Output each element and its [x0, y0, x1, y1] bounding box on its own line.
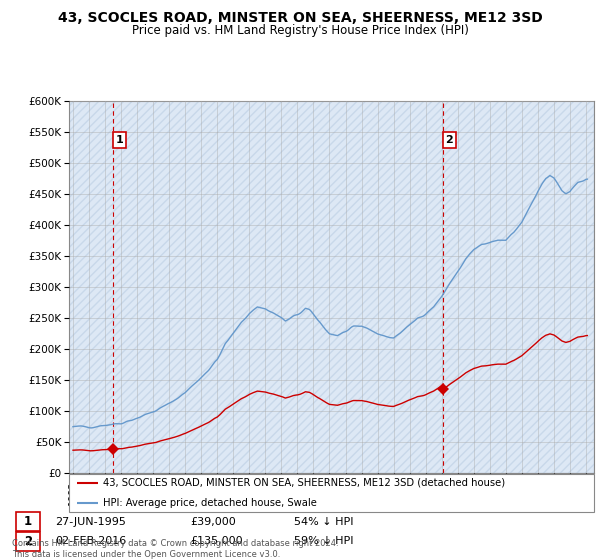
Text: £135,000: £135,000 — [191, 536, 243, 546]
Text: £39,000: £39,000 — [191, 517, 236, 527]
Text: 27-JUN-1995: 27-JUN-1995 — [55, 517, 126, 527]
Text: Contains HM Land Registry data © Crown copyright and database right 2024.
This d: Contains HM Land Registry data © Crown c… — [12, 539, 338, 559]
Bar — [16, 512, 40, 531]
Text: 1: 1 — [115, 135, 123, 145]
Text: 02-FEB-2016: 02-FEB-2016 — [55, 536, 127, 546]
Bar — [16, 531, 40, 550]
Text: Price paid vs. HM Land Registry's House Price Index (HPI): Price paid vs. HM Land Registry's House … — [131, 24, 469, 36]
Text: 2: 2 — [24, 535, 32, 548]
Text: 59% ↓ HPI: 59% ↓ HPI — [294, 536, 354, 546]
Text: 54% ↓ HPI: 54% ↓ HPI — [294, 517, 354, 527]
Text: 1: 1 — [24, 515, 32, 528]
FancyBboxPatch shape — [69, 474, 594, 512]
Text: 43, SCOCLES ROAD, MINSTER ON SEA, SHEERNESS, ME12 3SD (detached house): 43, SCOCLES ROAD, MINSTER ON SEA, SHEERN… — [103, 478, 505, 488]
Text: HPI: Average price, detached house, Swale: HPI: Average price, detached house, Swal… — [103, 498, 317, 508]
Text: 2: 2 — [446, 135, 454, 145]
Text: 43, SCOCLES ROAD, MINSTER ON SEA, SHEERNESS, ME12 3SD: 43, SCOCLES ROAD, MINSTER ON SEA, SHEERN… — [58, 11, 542, 25]
